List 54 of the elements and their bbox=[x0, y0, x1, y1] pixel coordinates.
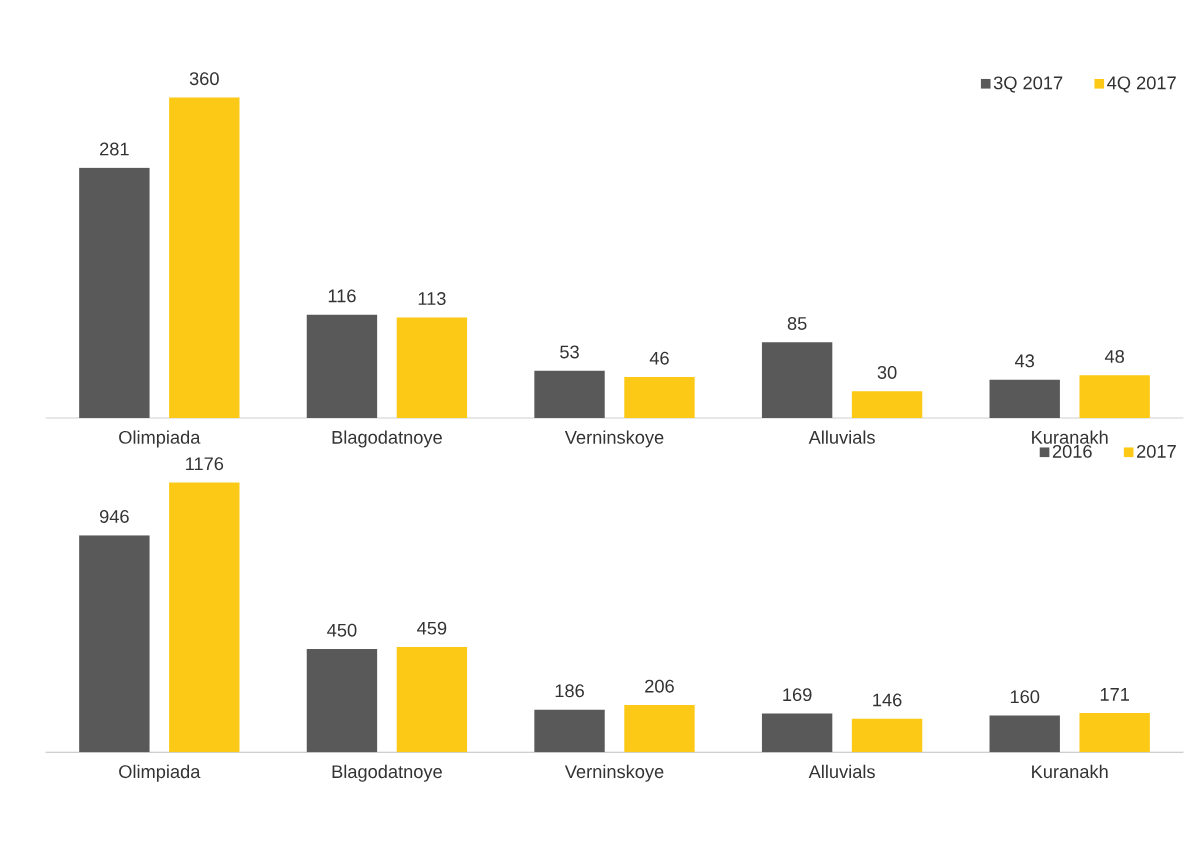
legend-label: 2017 bbox=[1137, 445, 1176, 458]
x-tick-label: Blagodatnoye bbox=[332, 430, 442, 448]
data-label: 116 bbox=[328, 289, 356, 303]
data-label: 946 bbox=[99, 510, 129, 524]
data-label: 459 bbox=[417, 621, 447, 635]
data-label: 146 bbox=[873, 693, 902, 707]
bar bbox=[851, 391, 923, 419]
data-label: 169 bbox=[783, 688, 812, 702]
bar bbox=[1079, 375, 1150, 419]
bar bbox=[79, 535, 150, 753]
bar bbox=[306, 649, 378, 753]
bar bbox=[169, 482, 240, 753]
bar bbox=[169, 97, 240, 419]
bar bbox=[1079, 713, 1150, 753]
data-label: 53 bbox=[560, 345, 579, 359]
bar bbox=[761, 713, 833, 753]
data-label: 360 bbox=[189, 72, 219, 86]
x-tick-label: Olimpiada bbox=[119, 764, 201, 782]
data-label: 30 bbox=[877, 366, 897, 380]
data-label: 206 bbox=[645, 679, 674, 693]
bar bbox=[989, 715, 1060, 753]
data-label: 46 bbox=[649, 351, 669, 365]
x-tick-label: Verninskoye bbox=[564, 764, 664, 782]
bar bbox=[534, 709, 605, 753]
data-label: 85 bbox=[787, 317, 807, 331]
data-label: 281 bbox=[100, 142, 129, 156]
data-label: 160 bbox=[1010, 690, 1040, 704]
legend-label: 3Q 2017 bbox=[993, 76, 1063, 93]
data-label: 48 bbox=[1104, 350, 1125, 363]
bar bbox=[624, 377, 695, 419]
bar bbox=[761, 342, 833, 419]
bar bbox=[989, 379, 1060, 419]
bar bbox=[624, 705, 695, 753]
bar bbox=[396, 647, 468, 753]
data-label: 186 bbox=[555, 684, 584, 698]
legend-label: 2016 bbox=[1052, 445, 1092, 458]
bar bbox=[851, 718, 923, 753]
data-label: 171 bbox=[1100, 688, 1129, 701]
data-label: 43 bbox=[1014, 354, 1035, 368]
data-label: 1176 bbox=[186, 457, 224, 471]
legend-label: 4Q 2017 bbox=[1107, 76, 1176, 93]
data-label: 113 bbox=[418, 292, 446, 306]
x-tick-label: Kuranakh bbox=[1032, 430, 1108, 444]
bar bbox=[396, 317, 468, 419]
bar bbox=[79, 168, 150, 419]
data-label: 450 bbox=[327, 623, 357, 637]
x-tick-label: Alluvials bbox=[808, 430, 875, 444]
x-tick-label: Blagodatnoye bbox=[332, 764, 442, 782]
x-tick-label: Kuranakh bbox=[1032, 764, 1108, 779]
bar bbox=[534, 370, 605, 419]
x-tick-label: Alluvials bbox=[808, 764, 875, 779]
x-tick-label: Verninskoye bbox=[564, 430, 664, 448]
bar bbox=[306, 314, 378, 419]
x-tick-label: Olimpiada bbox=[119, 430, 201, 448]
